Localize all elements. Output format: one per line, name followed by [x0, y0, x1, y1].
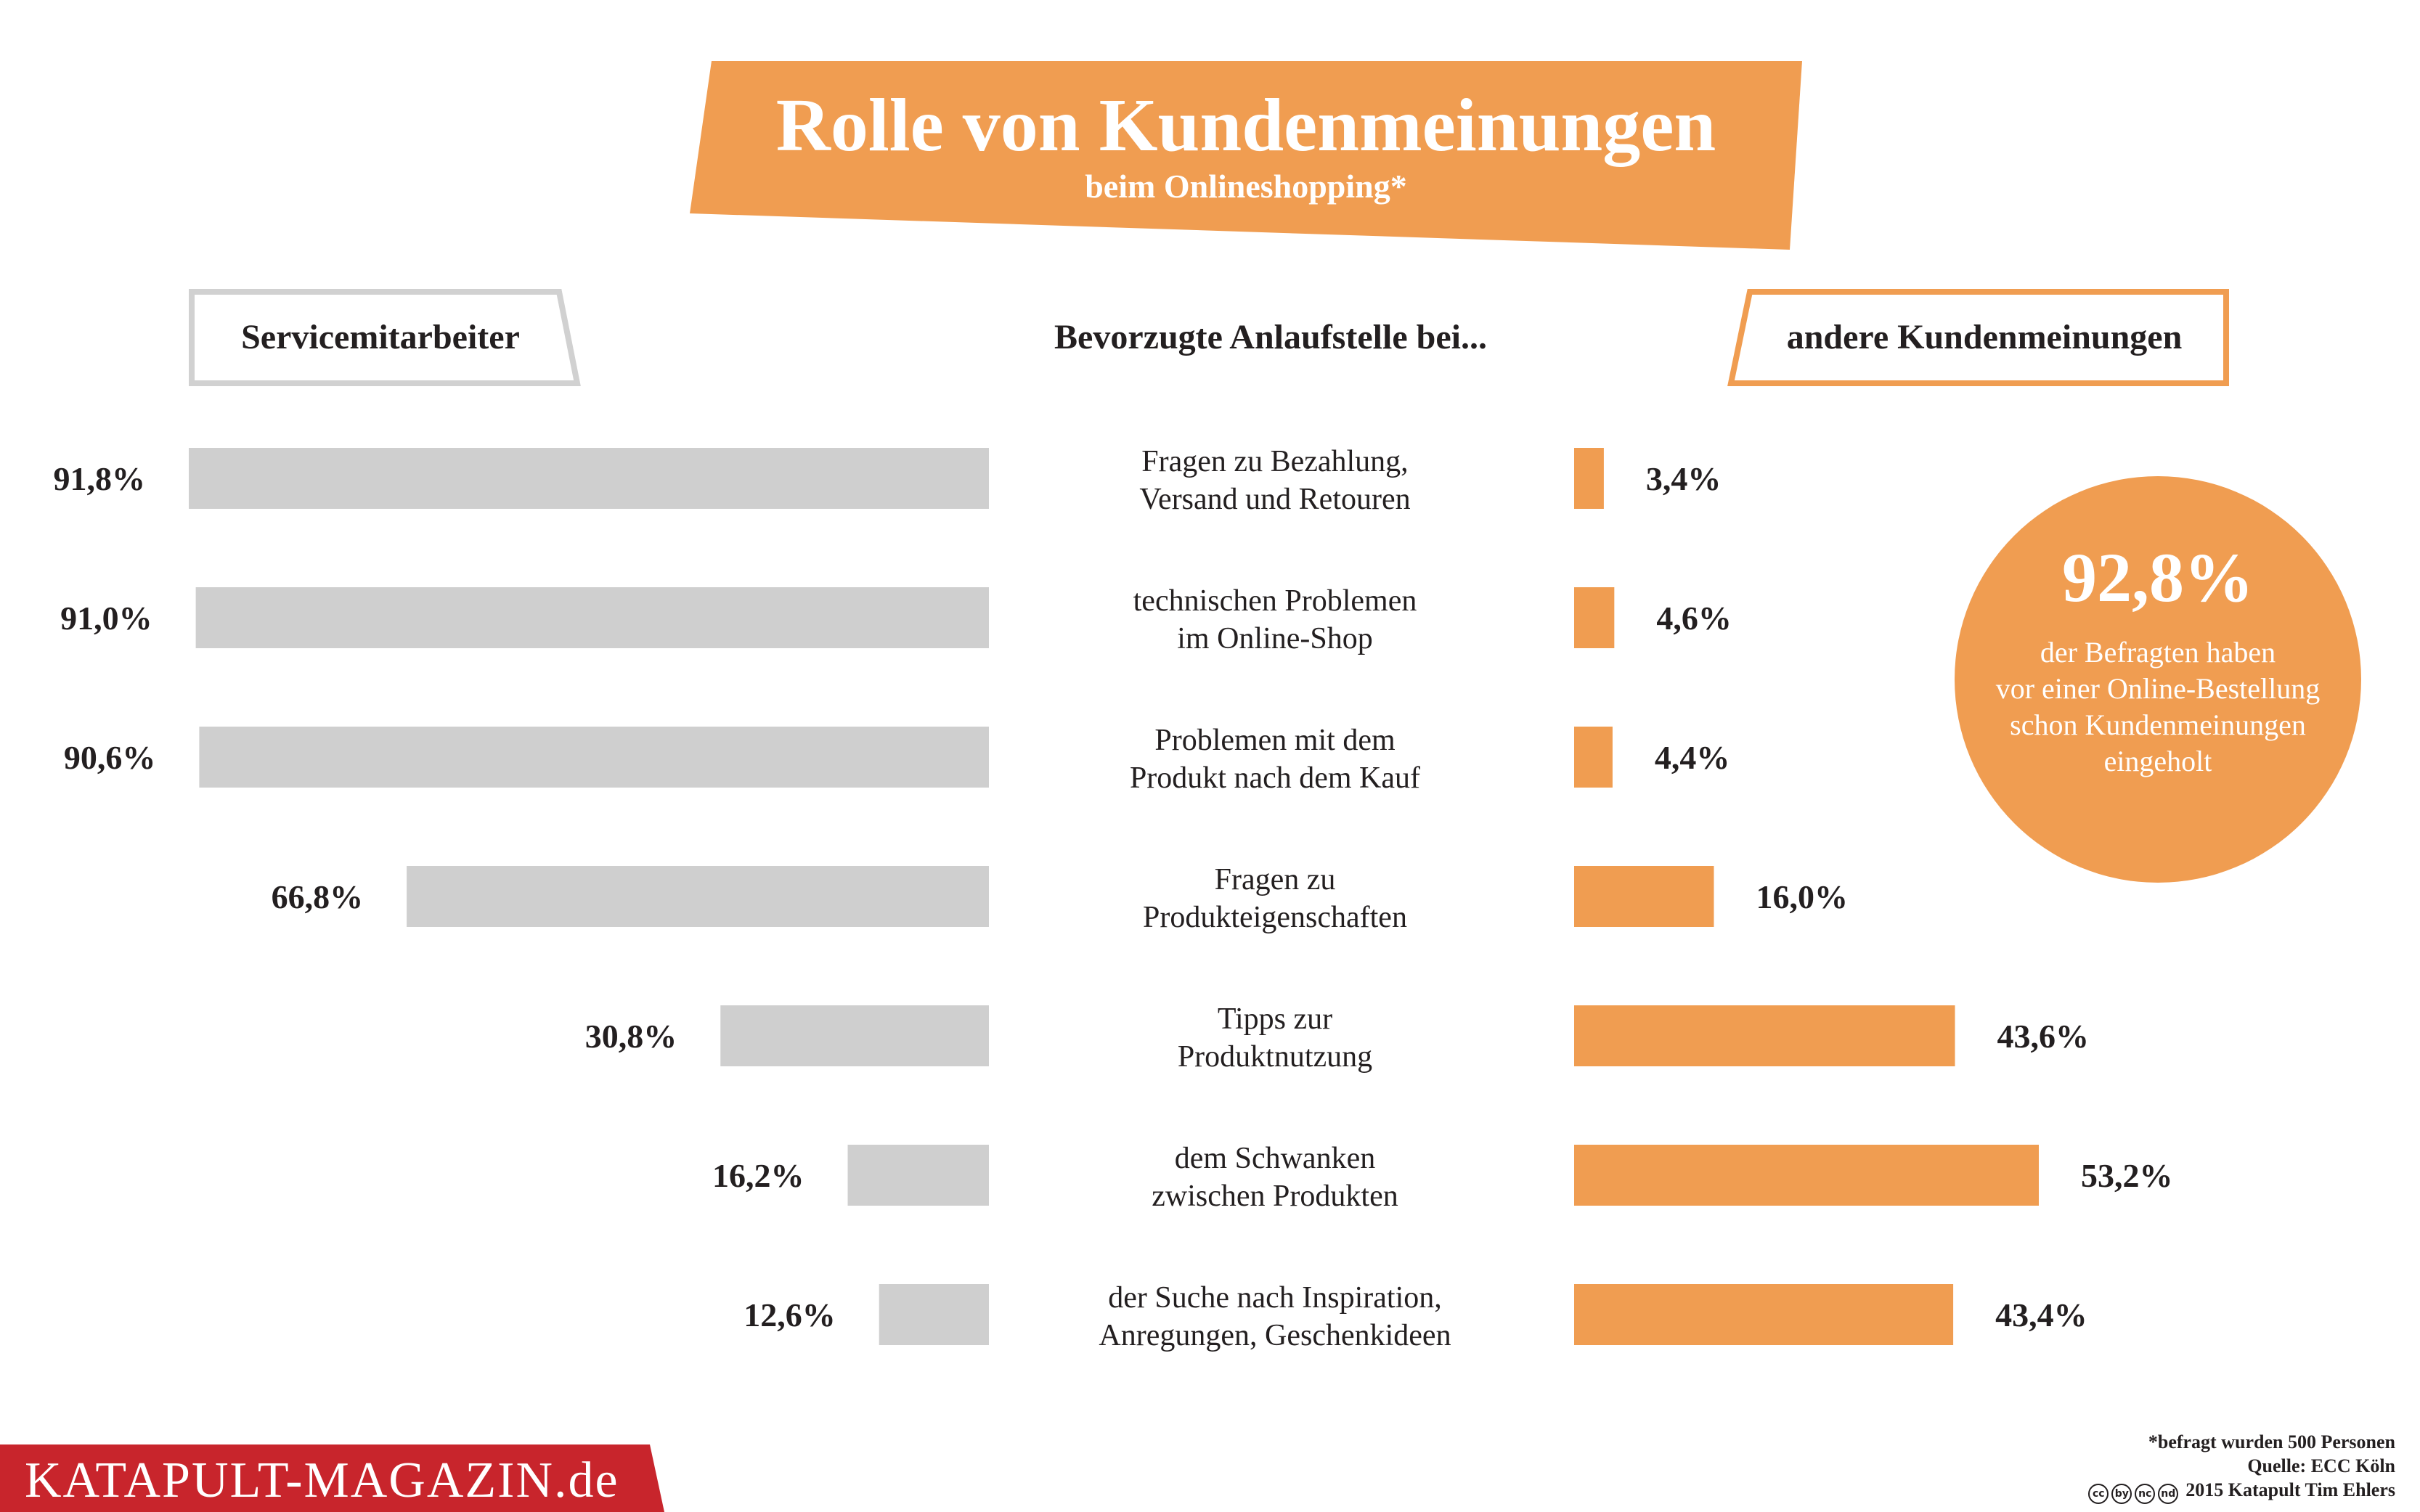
chart-title: Rolle von Kundenmeinungen	[775, 83, 1716, 167]
cc-icon: cc	[2088, 1483, 2109, 1504]
service-bar	[879, 1284, 989, 1345]
brand-link[interactable]: KATAPULT-MAGAZIN.de	[25, 1452, 619, 1508]
center-header: Bevorzugte Anlaufstelle bei...	[1054, 318, 1487, 356]
stat-line-4: eingeholt	[2103, 745, 2212, 777]
category-label-line1: technischen Problemen	[1133, 584, 1417, 618]
service-bar	[847, 1145, 989, 1206]
service-value-label: 12,6%	[743, 1296, 836, 1333]
category-label-line2: zwischen Produkten	[1152, 1180, 1398, 1213]
right-header: andere Kundenmeinungen	[1786, 318, 2183, 356]
title-banner-shape	[690, 61, 1802, 250]
service-bar	[407, 866, 989, 927]
category-label-line1: Fragen zu Bezahlung,	[1141, 445, 1408, 478]
by-icon: by	[2111, 1483, 2132, 1504]
service-value-label: 16,2%	[712, 1157, 804, 1194]
service-bar	[195, 587, 989, 648]
stat-line-2: vor einer Online-Bestellung	[1995, 672, 2321, 705]
opinion-bar	[1574, 727, 1613, 788]
service-value-label: 66,8%	[272, 878, 364, 915]
opinion-bar	[1574, 1284, 1954, 1345]
brand-badge[interactable]: KATAPULT-MAGAZIN.de	[0, 1444, 664, 1512]
category-label-line2: Anregungen, Geschenkideen	[1099, 1319, 1451, 1352]
opinion-bar	[1574, 1005, 1955, 1066]
service-bar	[199, 727, 989, 788]
service-bar	[189, 448, 989, 509]
stat-line-1: der Befragten haben	[2040, 636, 2276, 669]
brand-badge-shape	[0, 1444, 664, 1512]
category-label-line2: Produktnutzung	[1178, 1040, 1372, 1074]
footnote-source: Quelle: ECC Köln	[2247, 1455, 2395, 1476]
category-label-line2: Produkt nach dem Kauf	[1130, 761, 1420, 795]
opinion-value-label: 43,4%	[1995, 1296, 2087, 1333]
category-label-line1: Problemen mit dem	[1154, 724, 1396, 757]
service-bar	[720, 1005, 989, 1066]
category-label-line1: der Suche nach Inspiration,	[1108, 1281, 1442, 1315]
service-value-label: 90,6%	[64, 739, 156, 776]
category-label-line1: Tipps zur	[1218, 1002, 1332, 1036]
category-label-line2: Produkteigenschaften	[1143, 901, 1407, 934]
stat-value: 92,8%	[2062, 539, 2254, 616]
opinion-bar	[1574, 587, 1615, 648]
category-label-line1: dem Schwanken	[1175, 1142, 1375, 1175]
stat-line-3: schon Kundenmeinungen	[2010, 708, 2306, 741]
service-value-label: 91,0%	[60, 600, 152, 637]
title-banner: Rolle von Kundenmeinungen beim Onlinesho…	[690, 61, 1802, 250]
opinion-value-label: 16,0%	[1756, 878, 1848, 915]
opinion-bar	[1574, 448, 1604, 509]
opinion-value-label: 4,6%	[1656, 600, 1732, 637]
nc-icon: nc	[2135, 1483, 2156, 1504]
service-value-label: 91,8%	[54, 460, 146, 497]
opinion-value-label: 43,6%	[1997, 1018, 2090, 1055]
opinion-value-label: 4,4%	[1655, 739, 1730, 776]
opinion-value-label: 3,4%	[1646, 460, 1722, 497]
service-value-label: 30,8%	[585, 1018, 677, 1055]
footnote-credit: cc by nc nd 2015 Katapult Tim Ehlers	[2088, 1479, 2395, 1504]
left-header-frame	[189, 289, 581, 386]
category-label-line1: Fragen zu	[1215, 863, 1336, 896]
opinion-bar	[1574, 866, 1714, 927]
chart-subtitle: beim Onlineshopping*	[1085, 168, 1407, 205]
opinion-bar	[1574, 1145, 2039, 1206]
opinion-value-label: 53,2%	[2081, 1157, 2173, 1194]
category-label-line2: im Online-Shop	[1177, 622, 1373, 655]
category-label-line2: Versand und Retouren	[1139, 483, 1410, 516]
footnote-sample: *befragt wurden 500 Personen	[2148, 1431, 2395, 1452]
left-header: Servicemitarbeiter	[241, 318, 520, 356]
license-icons: cc by nc nd	[2088, 1480, 2181, 1504]
stat-circle: 92,8% der Befragten haben vor einer Onli…	[1955, 476, 2361, 883]
nd-icon: nd	[2158, 1483, 2179, 1504]
right-header-frame	[1727, 289, 2229, 386]
credit-text: 2015 Katapult Tim Ehlers	[2185, 1479, 2395, 1500]
